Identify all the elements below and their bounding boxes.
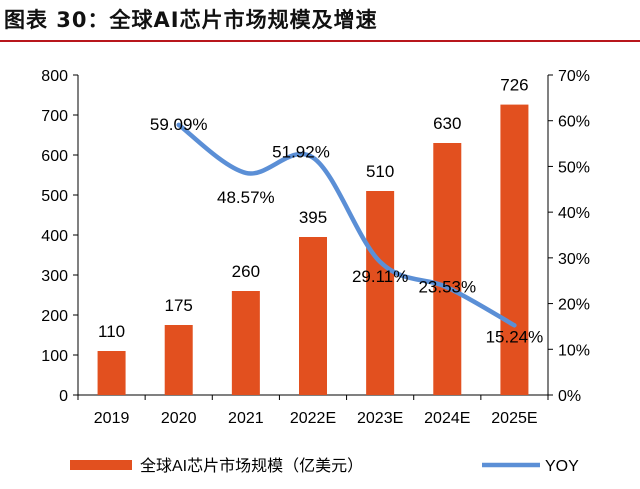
- left-tick-label: 600: [41, 148, 68, 165]
- yoy-value-label: 51.92%: [272, 143, 330, 162]
- x-tick-label: 2021: [228, 410, 264, 427]
- right-tick-label: 20%: [558, 297, 590, 314]
- bar-value-label: 260: [232, 262, 260, 281]
- left-tick-label: 0: [59, 388, 68, 405]
- left-tick-label: 400: [41, 228, 68, 245]
- right-tick-label: 70%: [558, 68, 590, 85]
- title-divider: [0, 40, 640, 42]
- bar-value-label: 110: [98, 322, 125, 341]
- x-tick-label: 2022E: [290, 410, 336, 427]
- x-tick-label: 2024E: [424, 410, 470, 427]
- bar-value-label: 175: [165, 296, 193, 315]
- bar-value-label: 395: [299, 208, 327, 227]
- bar-value-label: 510: [366, 162, 394, 181]
- bar-value-label: 726: [500, 76, 528, 95]
- right-tick-label: 50%: [558, 159, 590, 176]
- left-tick-label: 700: [41, 108, 68, 125]
- right-tick-label: 60%: [558, 114, 590, 131]
- yoy-value-label: 59.09%: [150, 115, 208, 134]
- x-tick-label: 2023E: [357, 410, 403, 427]
- x-tick-label: 2020: [161, 410, 197, 427]
- yoy-value-label: 29.11%: [352, 267, 408, 286]
- right-tick-label: 0%: [558, 388, 581, 405]
- bar: [97, 351, 126, 395]
- x-tick-label: 2025E: [491, 410, 537, 427]
- right-tick-label: 30%: [558, 251, 590, 268]
- left-tick-label: 300: [41, 268, 68, 285]
- left-tick-label: 200: [41, 308, 68, 325]
- x-tick-label: 2019: [94, 410, 130, 427]
- right-tick-label: 10%: [558, 342, 590, 359]
- legend-bar-label: 全球AI芯片市场规模（亿美元）: [140, 457, 363, 475]
- bar: [433, 143, 462, 395]
- right-tick-label: 40%: [558, 205, 590, 222]
- bar: [299, 237, 327, 395]
- figure-title: 图表 30：全球AI芯片市场规模及增速: [4, 8, 378, 32]
- bar: [164, 325, 193, 395]
- legend-line-label: YOY: [545, 458, 579, 475]
- left-tick-label: 800: [41, 68, 68, 85]
- left-tick-label: 100: [41, 348, 68, 365]
- yoy-value-label: 15.24%: [486, 327, 544, 346]
- title-bar: 图表 30：全球AI芯片市场规模及增速: [0, 0, 640, 42]
- bar-value-label: 630: [433, 114, 461, 133]
- bar: [366, 191, 395, 395]
- yoy-value-label: 23.53%: [418, 277, 476, 296]
- yoy-line: [176, 122, 517, 328]
- bar: [231, 291, 260, 395]
- legend-bar-swatch: [70, 460, 132, 470]
- left-tick-label: 500: [41, 188, 68, 205]
- bar: [500, 104, 529, 395]
- yoy-value-label: 48.57%: [217, 188, 275, 207]
